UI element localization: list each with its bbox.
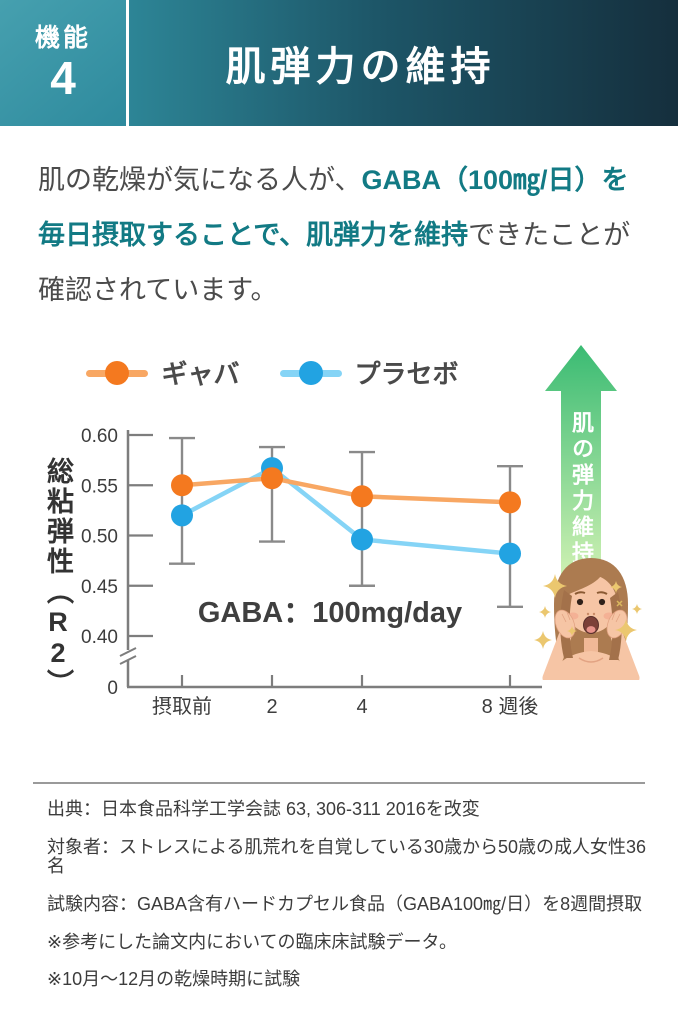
gaba-data-point-2 (351, 485, 373, 508)
legend-label-placebo: プラセボ (354, 359, 459, 389)
y-tick-label: 0.50 (81, 527, 118, 548)
bangs (564, 562, 619, 597)
lead-text: 肌の乾燥が気になる人が、GABA（100㎎/日）を毎日摂取することで、肌弾力を維… (0, 126, 678, 318)
page-title: 肌弾力の維持 (225, 45, 496, 89)
placebo-line (179, 465, 513, 556)
function-badge: 機能 4 (0, 0, 126, 126)
gaba-marker-icon (86, 360, 149, 385)
chart-legend: ギャバ プラセボ (0, 354, 545, 391)
gaba-data-point-0 (171, 474, 193, 497)
footer-notes: 出典：日本食品科学工学会誌 63, 306-311 2016を改変 対象者：スト… (0, 784, 678, 989)
lead-accent-2: 毎日摂取することで、肌弾力を維持 (38, 220, 469, 250)
sparkle-icon (539, 606, 551, 618)
placebo-marker-icon (279, 360, 342, 385)
right-eye (598, 598, 606, 606)
nostril (586, 612, 590, 616)
placebo-dot-swatch (298, 360, 323, 385)
sparkle-icon (567, 626, 577, 636)
header-divider (126, 0, 129, 126)
lead-accent-1: GABA（100㎎/日）を (361, 165, 629, 195)
sparkle-icon (543, 574, 567, 598)
tongue (586, 626, 596, 633)
y-axis-paren-open: （ (43, 577, 73, 607)
function-badge-label: 機能 (34, 23, 91, 52)
sparkle-icon (610, 581, 622, 593)
function-badge-number: 4 (50, 52, 76, 105)
gaba-line (179, 475, 513, 505)
collarbone-line (578, 657, 604, 663)
left-eyebrow (574, 591, 586, 595)
axis-break-mark (119, 647, 137, 657)
y-axis-title-text: 総粘弾性 (43, 457, 73, 577)
elasticity-arrow: 肌の弾力維持 (545, 345, 617, 582)
y-axis-paren-close: ） (43, 669, 73, 699)
lead-gray-3: 確認されています。 (38, 275, 278, 305)
x-tick-label: 8 週後 (482, 695, 539, 718)
source-line: 出典：日本食品科学工学会誌 63, 306-311 2016を改変 (47, 799, 480, 819)
x-tick-label: 2 (266, 696, 277, 718)
sparkle-icon (615, 619, 637, 641)
arrow-label: 肌の弾力維持 (569, 411, 594, 567)
x-tick-label: 4 (356, 696, 367, 718)
test-content-line: 試験内容：GABA含有ハードカプセル食品（GABA100㎎/日）を8週間摂取 (47, 893, 643, 914)
legend-label-gaba: ギャバ (161, 359, 240, 389)
y-tick-label: 0.45 (81, 577, 118, 598)
note-line-2: ※10月〜12月の乾燥時期に試験 (47, 969, 301, 990)
gaba-data-point-1 (261, 467, 283, 490)
lead-gray-1: 肌の乾燥が気になる人が、 (38, 165, 362, 195)
x-tick-label: 摂取前 (152, 695, 212, 718)
left-fingers (561, 611, 571, 623)
gaba-dot-swatch (105, 360, 130, 385)
lead-gray-2: できたことが (468, 220, 631, 250)
nostril (592, 612, 596, 616)
sparkle-icons (534, 574, 642, 649)
y-axis-r2: R2 (43, 607, 73, 669)
line-chart: 0.60 0.55 0.50 0.45 0.40 0 摂取前 2 4 8 週後 GABA：100mg… (81, 426, 542, 718)
header: 機能 4 肌弾力の維持 (0, 0, 678, 126)
y-axis-title: 総粘弾性（R2） (43, 457, 73, 699)
legend-item-placebo: プラセボ (279, 354, 459, 391)
y-tick-label: 0.55 (81, 476, 118, 497)
sparkle-icon (534, 631, 552, 649)
placebo-data-point-0 (171, 504, 193, 527)
chart-annotation: GABA：100mg/day (198, 597, 462, 629)
y-tick-label: 0.40 (81, 627, 118, 648)
placebo-data-point-2 (351, 528, 373, 551)
sparkle-icon (632, 604, 642, 614)
cross-sparkle-icon (616, 600, 623, 607)
subjects-line: 対象者：ストレスによる肌荒れを自覚している30歳から50歳の成人女性36名 (47, 836, 646, 876)
left-eye (576, 598, 584, 606)
up-arrow-icon (545, 345, 617, 582)
y-zero-label: 0 (107, 678, 118, 699)
gaba-data-point-3 (499, 491, 521, 514)
chart-section: 0.60 0.55 0.50 0.45 0.40 0 摂取前 2 4 8 週後 GABA：100mg… (0, 330, 678, 782)
right-eyebrow (596, 591, 608, 595)
note-line-1: ※参考にした論文内においての臨床床試験データ。 (47, 931, 457, 952)
header-title-area: 肌弾力の維持 (129, 0, 678, 126)
axis-break-mark (119, 655, 137, 665)
placebo-data-point-3 (499, 542, 521, 565)
right-fingers (611, 611, 621, 623)
footer-divider (33, 782, 645, 784)
legend-item-gaba: ギャバ (86, 354, 240, 391)
y-tick-label: 0.60 (81, 426, 118, 447)
woman-touching-cheeks-illustration (534, 558, 642, 680)
